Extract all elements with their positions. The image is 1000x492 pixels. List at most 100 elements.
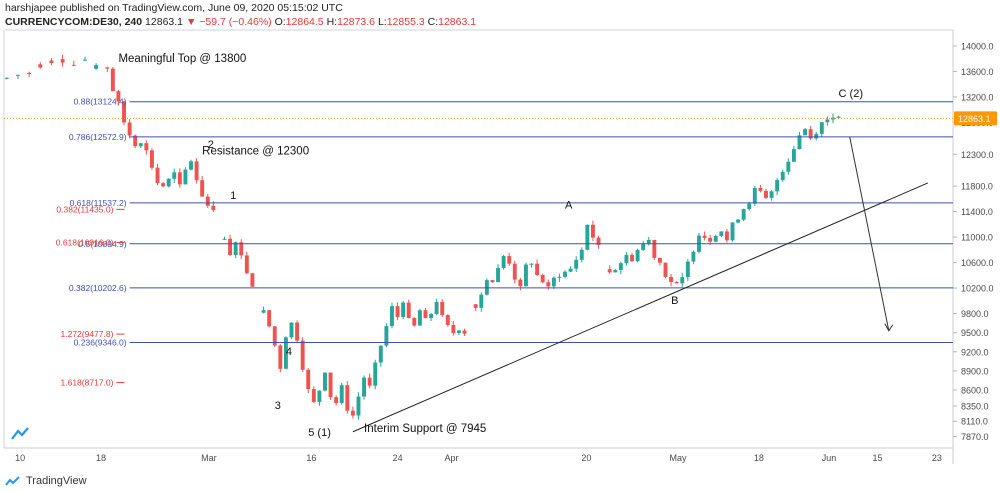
candle-body	[819, 122, 824, 134]
candle-body	[496, 268, 500, 283]
candle-body	[613, 269, 618, 273]
candle-body	[814, 133, 819, 139]
candle-body	[451, 324, 456, 334]
candle-body	[479, 294, 484, 308]
candle-body	[356, 396, 361, 416]
candle-body	[825, 119, 830, 123]
candle-body	[434, 301, 439, 315]
y-tick-label: 8350.0	[961, 401, 989, 411]
candle-body	[490, 280, 495, 283]
candle-body	[261, 310, 266, 313]
candle-body	[272, 326, 277, 346]
x-tick-label: 16	[306, 453, 316, 463]
x-tick-label: 18	[754, 453, 764, 463]
candle-body	[741, 209, 746, 220]
low-label: L:	[377, 16, 387, 28]
candle-body	[719, 231, 724, 236]
candle-body	[630, 254, 634, 262]
ohlc-bar: CURRENCYCOM:DE30, 240 12863.1 ▼ −59.7 (−…	[5, 16, 476, 28]
y-tick-label: 8900.0	[961, 366, 989, 376]
x-tick-label: 10	[15, 453, 25, 463]
candle-body	[423, 310, 428, 319]
candle-body	[228, 238, 233, 256]
candle-body	[233, 242, 238, 256]
candle-body	[724, 231, 729, 241]
x-tick-label: 20	[581, 453, 591, 463]
candle-body	[780, 171, 785, 181]
candle-body	[71, 64, 76, 66]
candle-body	[239, 242, 244, 256]
candle-body	[222, 238, 227, 240]
candle-body	[836, 116, 841, 118]
candle-body	[110, 68, 115, 92]
wave-label: 3	[275, 400, 281, 412]
candle-body	[189, 161, 193, 170]
y-tick-label: 7870.0	[961, 432, 989, 442]
candle-body	[183, 169, 188, 185]
y-tick-label: 12300.0	[961, 150, 994, 160]
candle-body	[412, 317, 417, 326]
low-value: 12855.3	[386, 16, 425, 28]
candle-body	[60, 59, 65, 63]
candle-body	[786, 161, 791, 172]
candle-body	[512, 263, 517, 280]
candle-body	[680, 277, 685, 284]
candle-body	[769, 191, 774, 198]
candle-body	[244, 255, 249, 274]
candle-body	[535, 263, 540, 275]
candle-body	[540, 274, 545, 283]
close-value: 12863.1	[438, 16, 477, 28]
y-tick-label: 9500.0	[961, 328, 989, 338]
projection-arrowhead	[884, 323, 894, 332]
x-tick-label: Jun	[822, 453, 837, 463]
plot-frame	[3, 29, 954, 449]
candle-body	[730, 222, 735, 241]
candle-body	[529, 263, 534, 265]
wave-label: A	[565, 199, 573, 211]
y-tick-label: 13600.0	[961, 67, 994, 77]
wave-label: B	[671, 295, 678, 307]
change-arrow: ▼	[185, 16, 197, 28]
candle-body	[390, 306, 394, 327]
fib-level-label: 0.236(9346.0)	[74, 337, 127, 347]
candle-body	[317, 390, 322, 402]
candle-body	[155, 167, 160, 184]
candle-body	[747, 203, 752, 210]
y-tick-label: 11000.0	[961, 233, 993, 243]
candle-body	[791, 149, 796, 162]
candle-body	[663, 262, 668, 277]
y-tick-label: 11800.0	[961, 182, 993, 192]
footer-branding: TradingView	[5, 472, 87, 490]
symbol-label[interactable]: CURRENCYCOM:DE30, 240	[5, 16, 143, 28]
x-tick-label: Mar	[201, 453, 217, 463]
wave-label: 1	[230, 190, 236, 202]
candle-body	[702, 235, 707, 238]
candle-body	[674, 281, 679, 284]
x-tick-label: 24	[393, 453, 403, 463]
candle-body	[138, 143, 143, 147]
tradingview-watermark-icon	[11, 427, 29, 440]
fib-level-label: 0.618(11537.2)	[70, 198, 127, 208]
last-price: 12863.1	[145, 16, 184, 28]
candle-body	[574, 259, 579, 269]
candle-body	[345, 385, 350, 411]
candle-body	[127, 122, 132, 136]
candle-body	[289, 322, 294, 338]
y-tick-label: 11400.0	[961, 207, 993, 217]
candle-body	[205, 196, 210, 206]
publish-info: harshjapee published on TradingView.com,…	[5, 2, 343, 14]
candle-body	[295, 322, 300, 341]
candle-body	[38, 64, 43, 68]
candle-body	[568, 268, 573, 272]
candle-body	[557, 276, 562, 278]
candle-body	[172, 172, 177, 179]
y-tick-label: 13200.0	[961, 92, 994, 102]
candle-body	[384, 326, 389, 346]
y-tick-label: 10200.0	[961, 284, 994, 294]
candle-body	[328, 372, 333, 398]
candle-body	[484, 280, 489, 295]
candle-body	[669, 276, 674, 282]
candle-body	[635, 249, 640, 262]
footer-brand: TradingView	[26, 475, 87, 487]
